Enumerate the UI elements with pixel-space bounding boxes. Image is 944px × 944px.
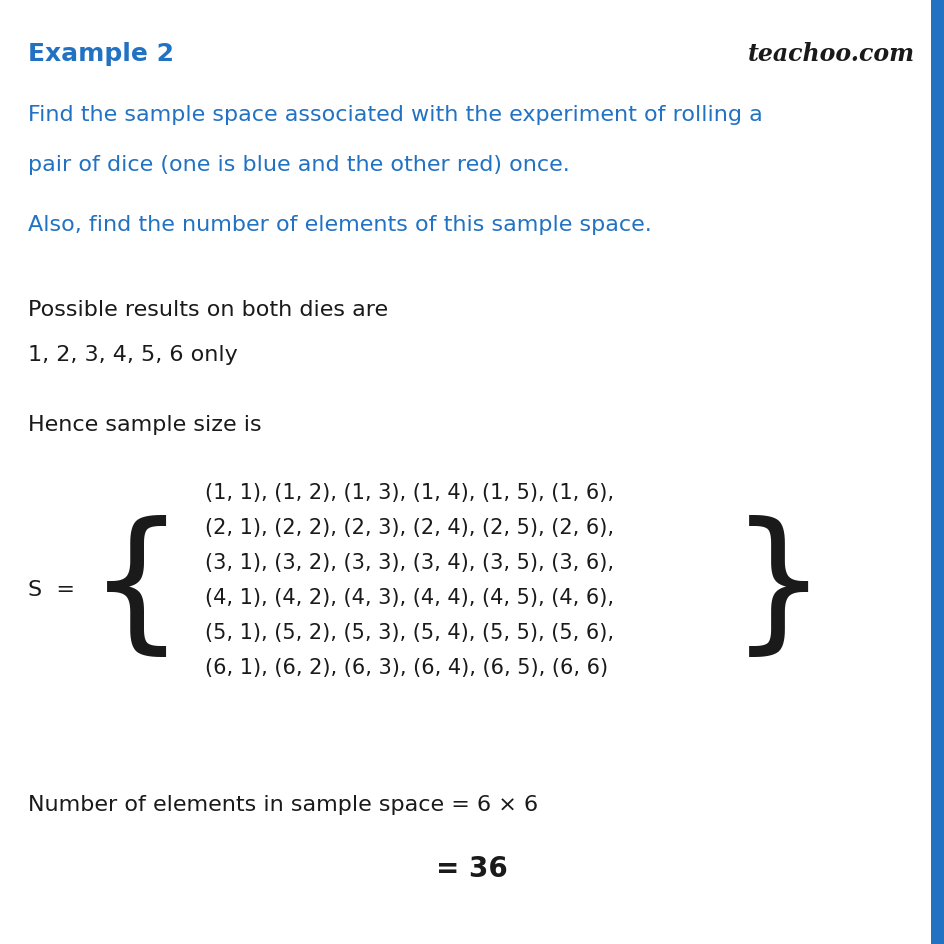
Text: (6, 1), (6, 2), (6, 3), (6, 4), (6, 5), (6, 6): (6, 1), (6, 2), (6, 3), (6, 4), (6, 5), … bbox=[205, 657, 608, 677]
Text: = 36: = 36 bbox=[436, 854, 507, 882]
Text: Example 2: Example 2 bbox=[28, 42, 174, 66]
Text: (2, 1), (2, 2), (2, 3), (2, 4), (2, 5), (2, 6),: (2, 1), (2, 2), (2, 3), (2, 4), (2, 5), … bbox=[205, 517, 614, 537]
Text: 1, 2, 3, 4, 5, 6 only: 1, 2, 3, 4, 5, 6 only bbox=[28, 345, 238, 364]
Text: Find the sample space associated with the experiment of rolling a: Find the sample space associated with th… bbox=[28, 105, 762, 125]
Text: pair of dice (one is blue and the other red) once.: pair of dice (one is blue and the other … bbox=[28, 155, 569, 175]
Text: Number of elements in sample space = 6 × 6: Number of elements in sample space = 6 ×… bbox=[28, 794, 537, 814]
Text: (5, 1), (5, 2), (5, 3), (5, 4), (5, 5), (5, 6),: (5, 1), (5, 2), (5, 3), (5, 4), (5, 5), … bbox=[205, 622, 614, 642]
Text: Hence sample size is: Hence sample size is bbox=[28, 414, 261, 434]
Text: S  =: S = bbox=[28, 580, 75, 599]
Text: (1, 1), (1, 2), (1, 3), (1, 4), (1, 5), (1, 6),: (1, 1), (1, 2), (1, 3), (1, 4), (1, 5), … bbox=[205, 482, 614, 502]
FancyBboxPatch shape bbox=[930, 0, 944, 944]
Text: (4, 1), (4, 2), (4, 3), (4, 4), (4, 5), (4, 6),: (4, 1), (4, 2), (4, 3), (4, 4), (4, 5), … bbox=[205, 587, 614, 607]
Text: }: } bbox=[729, 515, 826, 664]
Text: teachoo.com: teachoo.com bbox=[747, 42, 914, 66]
Text: (3, 1), (3, 2), (3, 3), (3, 4), (3, 5), (3, 6),: (3, 1), (3, 2), (3, 3), (3, 4), (3, 5), … bbox=[205, 552, 614, 572]
Text: Also, find the number of elements of this sample space.: Also, find the number of elements of thi… bbox=[28, 215, 651, 235]
Text: {: { bbox=[88, 515, 185, 664]
Text: Possible results on both dies are: Possible results on both dies are bbox=[28, 299, 388, 320]
